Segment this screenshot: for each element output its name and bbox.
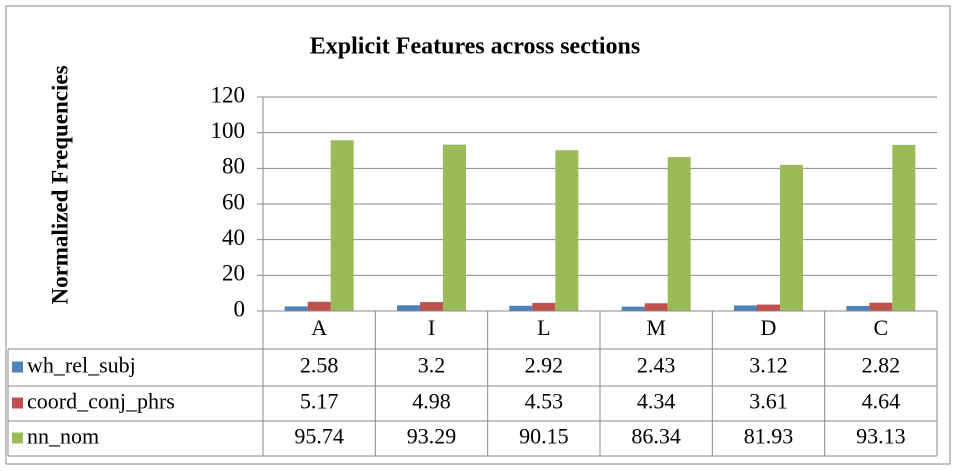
table-value: 86.34 xyxy=(631,424,681,449)
bar xyxy=(307,301,331,311)
legend-label: wh_rel_subj xyxy=(27,353,136,378)
table-value: 4.98 xyxy=(412,389,451,414)
bar xyxy=(330,140,354,311)
table-value: 2.82 xyxy=(862,353,901,378)
table-value: 95.74 xyxy=(294,424,344,449)
y-tick-label: 0 xyxy=(234,296,246,321)
x-tick-label: C xyxy=(873,315,888,340)
bar xyxy=(397,305,420,311)
bar xyxy=(667,157,691,311)
table-value: 4.53 xyxy=(525,389,564,414)
table-value: 4.64 xyxy=(862,389,901,414)
bar xyxy=(757,304,780,311)
legend-label: coord_conj_phrs xyxy=(27,389,175,414)
table-value: 81.93 xyxy=(744,424,794,449)
bar xyxy=(869,302,893,311)
table-value: 3.2 xyxy=(418,353,446,378)
x-tick-label: L xyxy=(537,315,550,340)
x-tick-label: A xyxy=(311,315,327,340)
table-value: 3.61 xyxy=(749,389,788,414)
legend-swatch xyxy=(12,432,23,444)
table-value: 2.43 xyxy=(637,353,676,378)
y-tick-label: 40 xyxy=(222,225,245,250)
x-tick-label: I xyxy=(428,315,435,340)
y-tick-label: 120 xyxy=(211,82,246,107)
table-value: 4.34 xyxy=(637,389,676,414)
legend-swatch xyxy=(12,397,23,409)
bar xyxy=(644,303,668,311)
chart-title: Explicit Features across sections xyxy=(310,34,640,60)
y-tick-label: 20 xyxy=(222,261,245,286)
table-value: 2.58 xyxy=(300,353,339,378)
bar xyxy=(284,306,308,311)
table-value: 93.13 xyxy=(856,424,906,449)
bar xyxy=(734,305,757,311)
table-value: 90.15 xyxy=(519,424,569,449)
x-tick-label: D xyxy=(761,315,777,340)
y-axis-label: Normalized Frequencies xyxy=(47,65,72,304)
y-tick-label: 80 xyxy=(222,154,245,179)
legend-swatch xyxy=(12,361,23,373)
bar xyxy=(532,302,556,311)
table-value: 3.12 xyxy=(749,353,788,378)
bar xyxy=(892,144,916,311)
table-value: 93.29 xyxy=(407,424,457,449)
x-tick-label: M xyxy=(646,315,666,340)
bar xyxy=(443,144,466,311)
bar xyxy=(621,306,645,311)
bar xyxy=(420,302,443,311)
bar xyxy=(846,305,870,311)
y-tick-label: 100 xyxy=(211,118,246,143)
bar xyxy=(780,164,803,311)
table-value: 5.17 xyxy=(300,389,339,414)
bar xyxy=(555,150,579,311)
legend-label: nn_nom xyxy=(27,424,99,449)
table-value: 2.92 xyxy=(525,353,564,378)
y-tick-label: 60 xyxy=(222,189,245,214)
bar xyxy=(509,305,533,311)
